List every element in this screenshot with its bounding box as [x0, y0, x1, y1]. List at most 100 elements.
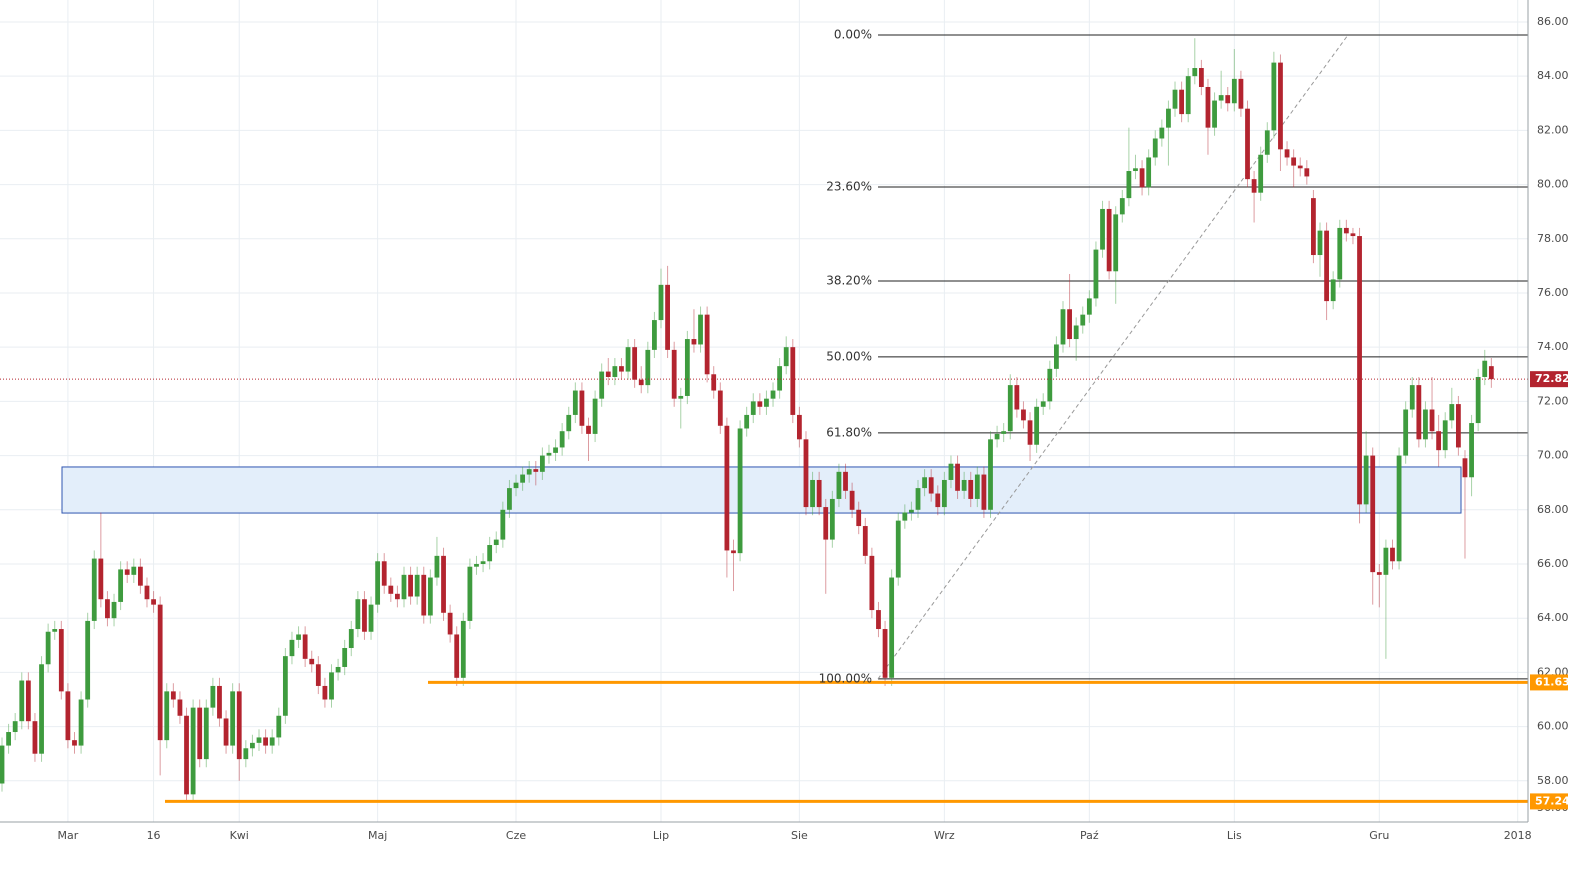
candle-body	[1469, 423, 1474, 478]
candle-body	[98, 558, 104, 600]
candle-body	[533, 469, 539, 472]
candle-body	[1370, 455, 1376, 573]
candle-body	[263, 737, 268, 746]
y-tick-label: 80.00	[1537, 178, 1569, 191]
candle-body	[250, 742, 255, 749]
candle-body	[566, 414, 572, 432]
candle-body	[137, 566, 143, 586]
y-tick-label: 78.00	[1537, 232, 1569, 245]
candle-body	[1271, 62, 1277, 131]
candle-body	[1317, 230, 1323, 256]
y-tick-label: 76.00	[1537, 286, 1569, 299]
candle-body	[309, 658, 315, 665]
candle-body	[665, 284, 670, 350]
candle-body	[460, 620, 466, 678]
candle-body	[1238, 78, 1244, 109]
candle-body	[803, 439, 809, 508]
x-tick-label: Wrz	[934, 829, 955, 842]
candle-body	[1383, 547, 1389, 575]
candle-body	[1396, 455, 1402, 562]
candle-body	[45, 631, 51, 665]
candle-body	[711, 374, 717, 391]
candle-body	[1047, 368, 1053, 402]
candle-body	[1357, 236, 1362, 505]
fib-label: 50.00%	[826, 349, 872, 363]
fib-label: 61.80%	[826, 425, 872, 439]
candle-body	[862, 526, 868, 556]
candle-body	[1218, 95, 1224, 101]
candle-body	[427, 577, 433, 616]
candle-body	[184, 715, 189, 795]
candle-body	[876, 610, 881, 630]
candle-body	[151, 599, 156, 605]
candle-body	[895, 520, 901, 578]
candle-body	[526, 469, 532, 475]
candle-body	[1231, 78, 1237, 104]
candle-body	[289, 639, 295, 657]
candle-body	[1014, 385, 1020, 410]
candle-body	[539, 455, 545, 472]
candle-body	[724, 425, 730, 551]
candle-body	[1291, 157, 1297, 166]
candle-body	[19, 680, 25, 722]
candle-body	[678, 395, 684, 399]
candle-body	[368, 604, 374, 632]
candle-body	[362, 599, 367, 632]
candle-body	[1304, 168, 1310, 177]
fib-label: 0.00%	[834, 27, 872, 41]
candle-body	[1119, 198, 1125, 215]
candle-body	[928, 477, 934, 494]
candle-body	[381, 561, 387, 586]
x-tick-label: Lip	[653, 829, 669, 842]
candle-body	[276, 715, 282, 738]
candle-body	[671, 349, 677, 399]
fib-label: 100.00%	[819, 671, 872, 685]
candle-body	[1330, 279, 1336, 302]
candle-body	[704, 314, 710, 375]
candle-body	[105, 599, 110, 619]
candle-body	[1100, 208, 1105, 250]
y-tick-label: 82.00	[1537, 123, 1569, 136]
candle-body	[493, 539, 499, 546]
candle-body	[638, 379, 644, 386]
candle-body	[1198, 68, 1204, 87]
y-tick-label: 70.00	[1537, 449, 1569, 462]
candle-body	[72, 740, 77, 746]
candle-body	[421, 574, 427, 616]
candle-body	[329, 672, 334, 700]
candle-body	[592, 398, 598, 434]
candle-body	[118, 569, 124, 602]
candle-body	[91, 558, 97, 621]
candle-body	[1343, 227, 1349, 234]
candle-body	[52, 629, 58, 632]
x-tick-label: Sie	[791, 829, 808, 842]
candle-body	[203, 707, 209, 760]
candle-body	[454, 634, 460, 678]
y-tick-label: 58.00	[1537, 774, 1569, 787]
candle-body	[1409, 385, 1415, 410]
candle-body	[1126, 171, 1132, 199]
candle-body	[1040, 401, 1046, 407]
candle-body	[625, 347, 631, 372]
candle-body	[1423, 409, 1428, 440]
candle-body	[1337, 227, 1343, 280]
fib-label: 23.60%	[826, 180, 872, 194]
candle-body	[790, 347, 796, 415]
candle-body	[408, 574, 413, 597]
candle-body	[25, 680, 31, 722]
candle-body	[223, 718, 229, 746]
y-tick-label: 86.00	[1537, 15, 1569, 28]
candle-body	[909, 509, 914, 513]
candle-body	[1086, 298, 1092, 315]
y-tick-label: 66.00	[1537, 557, 1569, 570]
time-axis-panel	[0, 822, 1592, 885]
candle-body	[717, 390, 723, 426]
candle-body	[1185, 76, 1191, 115]
candle-body	[783, 347, 789, 367]
candle-body	[269, 737, 275, 746]
candle-body	[39, 664, 44, 754]
candle-body	[230, 691, 236, 746]
candle-body	[572, 390, 578, 415]
candle-body	[849, 490, 855, 510]
x-tick-label: 2018	[1504, 829, 1532, 842]
